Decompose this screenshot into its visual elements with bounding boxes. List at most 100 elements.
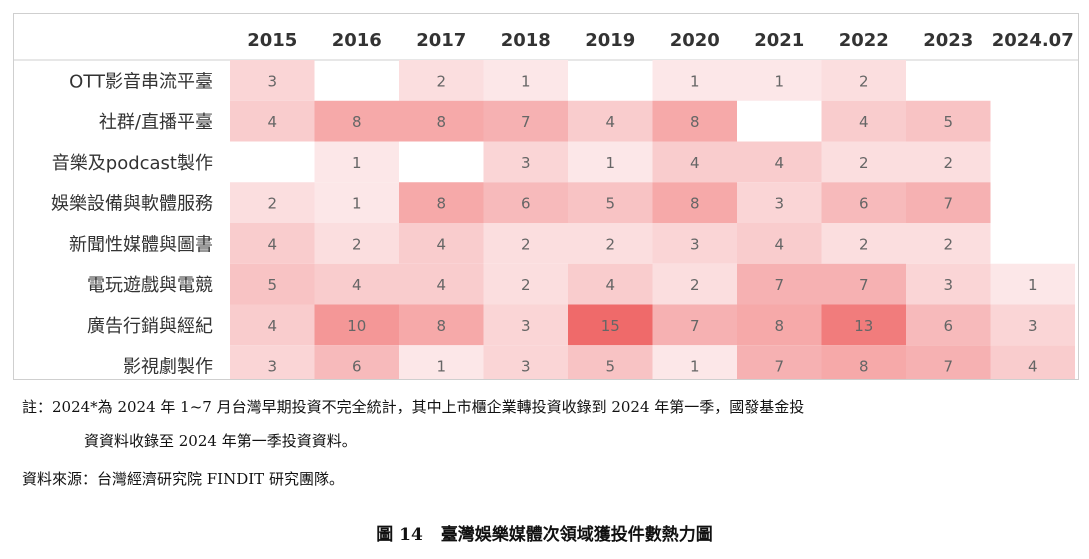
heatmap-cell: [906, 263, 991, 305]
heatmap-cell: [568, 100, 653, 142]
heatmap-cell: [483, 263, 568, 305]
cell-value-label: 7: [690, 317, 700, 335]
heatmap-cell: [737, 182, 822, 223]
heatmap-cell: [483, 223, 568, 264]
heatmap-cell: [568, 223, 653, 264]
cell-value-label: 4: [859, 113, 869, 131]
cell-value-label: 8: [859, 358, 869, 376]
heatmap-cell: [737, 223, 822, 264]
cell-value-label: 7: [521, 113, 531, 131]
heatmap-cell: [314, 223, 399, 264]
cell-value-label: 7: [943, 195, 953, 213]
heatmap-cell: [737, 60, 822, 101]
heatmap-cell: [230, 223, 315, 264]
heatmap-cell: [230, 263, 315, 305]
cell-value-label: 1: [352, 195, 362, 213]
cell-value-label: 1: [436, 358, 446, 376]
heatmap-cell: [314, 304, 399, 346]
heatmap-cell: [230, 345, 315, 379]
figure-title: 臺灣娛樂媒體次領域獲投件數熱力圖: [440, 525, 713, 545]
heatmap-cell: [230, 100, 315, 142]
column-header: 2018: [501, 30, 551, 51]
cell-value-label: 4: [352, 276, 362, 294]
cell-value-label: 2: [943, 154, 953, 172]
heatmap-cell: [652, 141, 737, 183]
cell-value-label: 2: [690, 276, 700, 294]
heatmap-cell: [737, 304, 822, 346]
heatmap-cell: [821, 141, 906, 183]
cell-value-label: 13: [854, 317, 873, 335]
heatmap-cell: [821, 100, 906, 142]
heatmap-cell: [821, 263, 906, 305]
heatmap-cell: [906, 100, 991, 142]
heatmap-cell: [990, 263, 1075, 305]
column-header: 2020: [670, 30, 720, 51]
cell-value-label: 4: [1028, 358, 1038, 376]
cell-value-label: 6: [521, 195, 531, 213]
heatmap-cell: [737, 141, 822, 183]
cell-value-label: 2: [859, 72, 869, 90]
cell-value-label: 4: [774, 235, 784, 253]
heatmap-cell: [230, 304, 315, 346]
cell-value-label: 8: [352, 113, 362, 131]
heatmap-cell: [652, 304, 737, 346]
cell-value-label: 2: [859, 154, 869, 172]
cell-value-label: 6: [943, 317, 953, 335]
cell-value-label: 3: [521, 358, 531, 376]
cell-value-label: 3: [521, 154, 531, 172]
heatmap-cell: [821, 345, 906, 379]
cell-value-label: 8: [690, 113, 700, 131]
heatmap-cell: [314, 182, 399, 223]
cell-value-label: 2: [352, 235, 362, 253]
heatmap-cell: [483, 345, 568, 379]
cell-value-label: 4: [267, 235, 277, 253]
cell-value-label: 3: [943, 276, 953, 294]
source-line: 資料來源：台灣經濟研究院 FINDIT 研究團隊。: [22, 470, 344, 488]
heatmap-cell: [399, 182, 484, 223]
cell-value-label: 4: [436, 276, 446, 294]
heatmap-cell: [821, 223, 906, 264]
heatmap-cell: [314, 263, 399, 305]
row-label: 影視劇製作: [123, 357, 213, 378]
heatmap-cell: [652, 60, 737, 101]
heatmap-cell: [483, 141, 568, 183]
cell-value-label: 3: [1028, 317, 1038, 335]
cell-value-label: 6: [352, 358, 362, 376]
heatmap-cell: [314, 345, 399, 379]
cell-value-label: 5: [605, 195, 615, 213]
cell-value-label: 2: [521, 235, 531, 253]
cell-value-label: 5: [605, 358, 615, 376]
heatmap-cell: [568, 345, 653, 379]
cell-value-label: 7: [859, 276, 869, 294]
cell-value-label: 8: [436, 195, 446, 213]
heatmap-cell: [652, 263, 737, 305]
heatmap-cell: [568, 141, 653, 183]
row-label: 音樂及podcast製作: [52, 153, 213, 174]
cell-value-label: 2: [521, 276, 531, 294]
heatmap-cell: [483, 100, 568, 142]
row-label: 廣告行銷與經紀: [87, 316, 213, 337]
cell-value-label: 15: [601, 317, 620, 335]
heatmap-cell: [906, 141, 991, 183]
heatmap-chart: 2015 2016 2017 2018 2019 2020 2021 2022 2023 2024…: [13, 13, 1079, 380]
heatmap-cell: [906, 223, 991, 264]
cell-value-label: 2: [436, 72, 446, 90]
row-label: 電玩遊戲與電競: [87, 275, 213, 296]
heatmap-cell: [821, 304, 906, 346]
heatmap-cell: [906, 345, 991, 379]
figure-number: 圖 14: [376, 525, 423, 545]
heatmap-cell: [399, 304, 484, 346]
note-line-1: 註：2024*為 2024 年 1~7 月台灣早期投資不完全統計，其中上市櫃企業…: [22, 398, 805, 416]
heatmap-cell: [568, 263, 653, 305]
cell-value-label: 4: [267, 317, 277, 335]
cell-value-label: 4: [690, 154, 700, 172]
cell-value-label: 3: [267, 72, 277, 90]
heatmap-cell: [990, 304, 1075, 346]
cell-value-label: 8: [690, 195, 700, 213]
column-header: 2016: [332, 30, 382, 51]
row-label: 新聞性媒體與圖書: [69, 234, 213, 255]
cell-value-label: 1: [1028, 276, 1038, 294]
heatmap-cell: [821, 182, 906, 223]
cell-value-label: 4: [774, 154, 784, 172]
heatmap-cell: [483, 304, 568, 346]
